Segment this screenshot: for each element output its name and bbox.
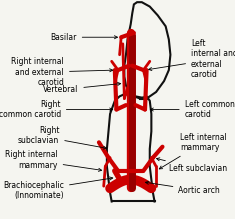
Text: Brachiocephalic
(Innominate): Brachiocephalic (Innominate) [3, 177, 113, 200]
Text: Aortic arch: Aortic arch [145, 181, 220, 195]
Text: Left
internal and
external
carotid: Left internal and external carotid [149, 39, 235, 79]
Text: Right internal
and external
carotid: Right internal and external carotid [11, 57, 113, 87]
Text: Left common
carotid: Left common carotid [150, 100, 235, 119]
Text: Left subclavian: Left subclavian [157, 158, 227, 173]
Text: Left internal
mammary: Left internal mammary [159, 133, 227, 169]
Text: Vertebral: Vertebral [43, 82, 121, 94]
Text: Basilar: Basilar [50, 33, 118, 42]
Text: Right
common carotid: Right common carotid [0, 100, 113, 119]
Text: Right internal
mammary: Right internal mammary [5, 150, 102, 171]
Text: Right
subclavian: Right subclavian [18, 126, 106, 149]
